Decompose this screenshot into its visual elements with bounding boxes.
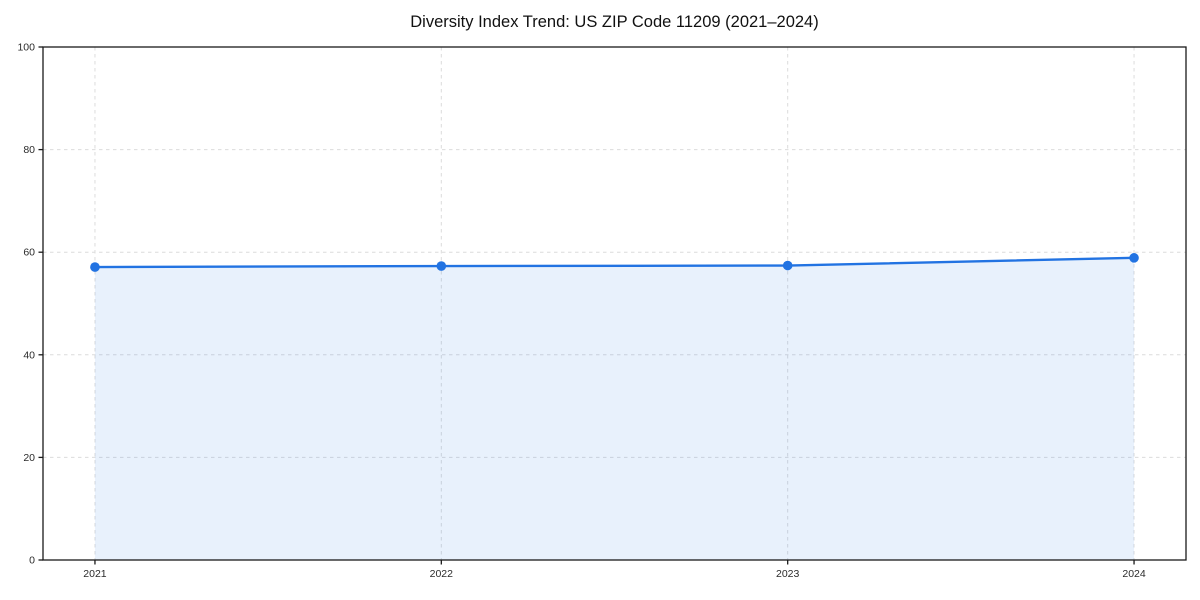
y-tick-label: 100 <box>17 42 35 54</box>
data-point-2024 <box>1129 253 1139 263</box>
area-fill <box>94 257 1135 560</box>
data-point-2023 <box>782 260 793 271</box>
chart-title: Diversity Index Trend: US ZIP Code 11209… <box>410 13 819 31</box>
data-point-2021 <box>90 262 100 272</box>
y-tick-label: 20 <box>23 452 35 464</box>
y-tick-label: 0 <box>29 555 35 567</box>
y-tick-label: 80 <box>23 144 35 156</box>
plot-border <box>42 46 1187 561</box>
x-tick-label: 2022 <box>430 568 454 580</box>
x-tick-label: 2021 <box>83 568 107 580</box>
x-tick-label: 2023 <box>776 568 800 580</box>
x-tick-label: 2024 <box>1122 568 1146 580</box>
data-point-2022 <box>436 261 447 271</box>
y-tick-label: 60 <box>23 247 35 259</box>
trend-line <box>93 256 1136 269</box>
y-tick-label: 40 <box>23 349 35 361</box>
